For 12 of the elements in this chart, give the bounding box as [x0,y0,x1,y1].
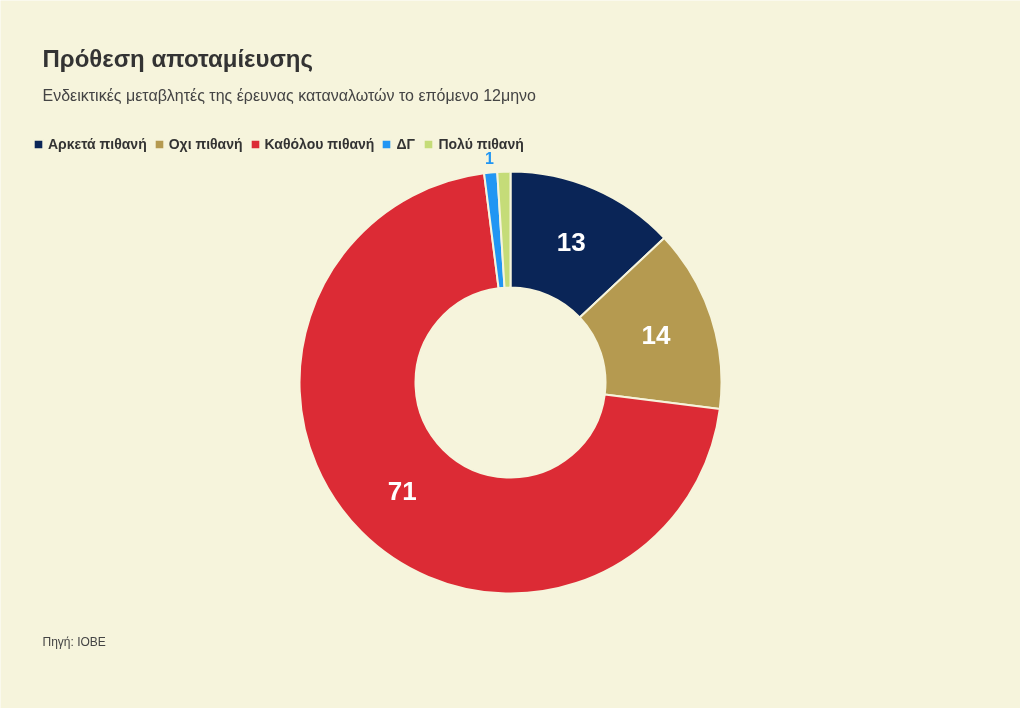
legend-label: ΔΓ [396,136,416,152]
data-label: 14 [641,320,672,351]
legend-label: Οχι πιθανή [168,136,243,152]
data-label: 13 [556,227,586,258]
legend-label: Πολύ πιθανή [438,136,524,152]
text: Πηγή: IOBE [42,634,106,649]
chart-subtitle: Ενδεικτικές μεταβλητές της έρευνας καταναλωτών το επόμενο 12μηνο [42,87,537,104]
data-label: 1 [484,150,494,168]
chart-title: Πρόθεση αποταμίευσης [42,45,313,72]
data-label: 71 [387,475,417,506]
legend-label: Αρκετά πιθανή [48,136,147,152]
legend-label: Καθόλου πιθανή [264,136,375,152]
